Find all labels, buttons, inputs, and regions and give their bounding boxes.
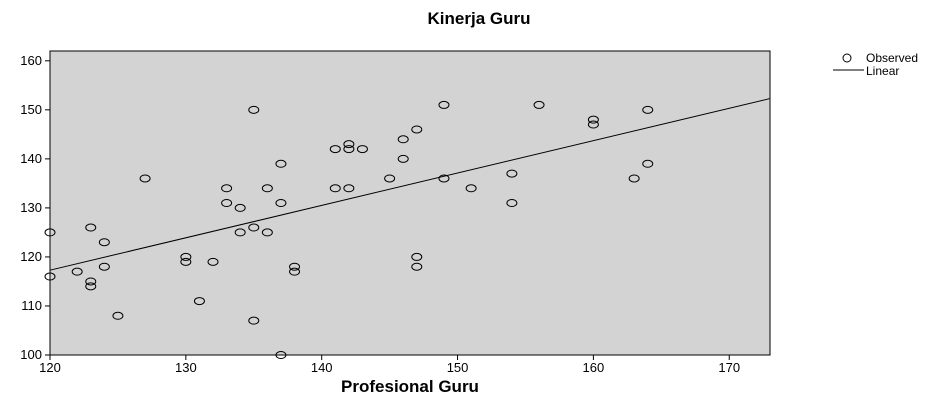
data-point [397, 154, 409, 163]
plot-area [49, 50, 771, 356]
data-point [411, 262, 423, 271]
data-point [261, 228, 273, 237]
data-point [193, 297, 205, 306]
y-tick-label: 110 [21, 298, 42, 313]
data-point [289, 262, 301, 271]
data-point [180, 252, 192, 261]
linear-fit-line [49, 98, 771, 271]
data-point [234, 228, 246, 237]
x-axis-label: Profesional Guru [341, 377, 479, 396]
data-point [98, 238, 110, 247]
data-point [85, 282, 97, 291]
data-point [275, 199, 287, 207]
data-point [85, 277, 97, 286]
data-point [207, 257, 219, 266]
data-point [221, 199, 233, 207]
data-point [289, 267, 301, 276]
legend: Observed Linear [833, 51, 918, 78]
data-point [329, 145, 341, 154]
data-point [533, 100, 545, 109]
data-point [275, 159, 287, 168]
data-point [506, 199, 518, 207]
data-point [587, 115, 599, 124]
x-tick-label: 140 [311, 360, 333, 375]
data-point [438, 100, 450, 109]
data-point [642, 105, 654, 114]
observed-points [44, 100, 654, 359]
data-point [343, 140, 355, 149]
data-point [221, 184, 233, 193]
data-point [411, 252, 423, 261]
data-point [85, 223, 97, 232]
data-point [112, 311, 124, 320]
data-point [506, 169, 518, 178]
legend-linear-label: Linear [866, 64, 899, 78]
data-point [411, 125, 423, 134]
data-point [261, 184, 273, 193]
data-point [44, 272, 56, 281]
legend-observed-label: Observed [866, 51, 918, 65]
data-point [180, 257, 192, 266]
data-point [343, 184, 355, 193]
x-tick-label: 120 [39, 360, 61, 375]
y-tick-label: 120 [20, 249, 42, 264]
x-tick-label: 130 [175, 360, 197, 375]
chart-title: Kinerja Guru [428, 9, 531, 28]
data-point [234, 203, 246, 212]
linear-fit [49, 98, 771, 271]
data-point [628, 174, 640, 183]
y-tick-label: 150 [20, 102, 42, 117]
data-point [248, 105, 260, 114]
data-point [384, 174, 396, 183]
data-point [329, 184, 341, 193]
data-point [44, 228, 56, 237]
x-tick-label: 160 [583, 360, 605, 375]
data-point [248, 316, 260, 325]
y-tick-label: 140 [20, 151, 42, 166]
y-tick-label: 130 [20, 200, 42, 215]
data-point [71, 267, 83, 276]
x-tick-label: 170 [718, 360, 740, 375]
y-tick-label: 100 [20, 347, 42, 362]
data-point [465, 184, 477, 193]
x-tick-label: 150 [447, 360, 469, 375]
data-point [343, 145, 355, 154]
data-point [438, 174, 450, 183]
data-point [275, 351, 287, 359]
legend-observed-marker [842, 53, 852, 63]
data-point [98, 262, 110, 271]
data-point [356, 145, 368, 154]
data-point [587, 120, 599, 129]
axes: 120 130 140 150 160 170 100 110 120 130 140 150 160 [20, 53, 740, 375]
data-point [642, 159, 654, 168]
data-point [397, 135, 409, 144]
y-tick-label: 160 [20, 53, 42, 68]
data-point [139, 174, 151, 183]
data-point [248, 223, 260, 232]
